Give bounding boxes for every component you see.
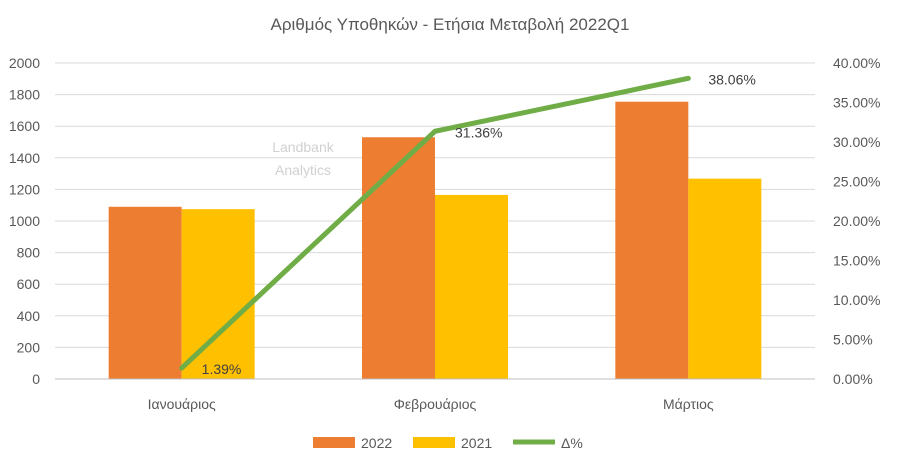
y-axis-right: 0.00% 5.00% 10.00% 15.00% 20.00% 25.00% 30.00%…	[833, 55, 880, 387]
bar-2021-2	[688, 178, 762, 379]
y-right-tick-label: 35.00%	[833, 95, 880, 111]
bar-2022-2	[615, 101, 689, 380]
line-layer: 1.39% 31.36% 38.06%	[179, 71, 756, 377]
watermark-line-1: Landbank	[272, 139, 335, 155]
legend: 2022 2021 Δ%	[313, 435, 583, 451]
delta-data-label: 1.39%	[202, 361, 242, 377]
y-right-tick-label: 0.00%	[833, 371, 873, 387]
y-left-tick-label: 200	[17, 339, 41, 355]
legend-label: Δ%	[561, 435, 583, 451]
y-right-tick-label: 25.00%	[833, 174, 880, 190]
bar-2022-1	[362, 137, 435, 379]
y-left-tick-label: 1000	[9, 213, 40, 229]
delta-data-label: 38.06%	[708, 71, 755, 87]
legend-swatch	[413, 437, 455, 448]
y-left-tick-label: 800	[17, 245, 41, 261]
line-series-delta	[179, 75, 691, 371]
y-left-tick-label: 1200	[9, 181, 40, 197]
y-left-tick-label: 1400	[9, 150, 40, 166]
y-left-tick-label: 1800	[9, 87, 40, 103]
y-right-tick-label: 5.00%	[833, 332, 873, 348]
x-tick-label: Ιανουάριος	[148, 396, 216, 412]
watermark-line-2: Analytics	[275, 162, 331, 178]
bar-2021-1	[435, 194, 508, 379]
y-right-tick-label: 15.00%	[833, 253, 880, 269]
bar-2022-0	[108, 206, 182, 379]
x-tick-label: Μάρτιος	[663, 396, 714, 412]
y-left-tick-label: 400	[17, 308, 41, 324]
y-left-tick-label: 600	[17, 276, 41, 292]
legend-swatch	[313, 437, 355, 448]
delta-data-label: 31.36%	[455, 124, 502, 140]
y-left-tick-label: 2000	[9, 55, 40, 71]
legend-label: 2022	[361, 435, 392, 451]
x-axis: Ιανουάριος Φεβρουάριος Μάρτιος	[55, 378, 815, 412]
y-left-tick-label: 1600	[9, 118, 40, 134]
bar-2021-0	[181, 209, 255, 379]
y-right-tick-label: 30.00%	[833, 134, 880, 150]
y-right-tick-label: 20.00%	[833, 213, 880, 229]
chart-title: Αριθμός Υποθηκών - Ετήσια Μεταβολή 2022Q…	[271, 15, 630, 34]
y-right-tick-label: 40.00%	[833, 55, 880, 71]
x-tick-label: Φεβρουάριος	[394, 396, 477, 412]
y-left-tick-label: 0	[32, 371, 40, 387]
legend-label: 2021	[461, 435, 492, 451]
y-right-tick-label: 10.00%	[833, 292, 880, 308]
y-axis-left: 0 200 400 600 800 1000 1200 1400 1600 1800 2000	[9, 55, 40, 387]
bars-layer	[108, 101, 762, 380]
